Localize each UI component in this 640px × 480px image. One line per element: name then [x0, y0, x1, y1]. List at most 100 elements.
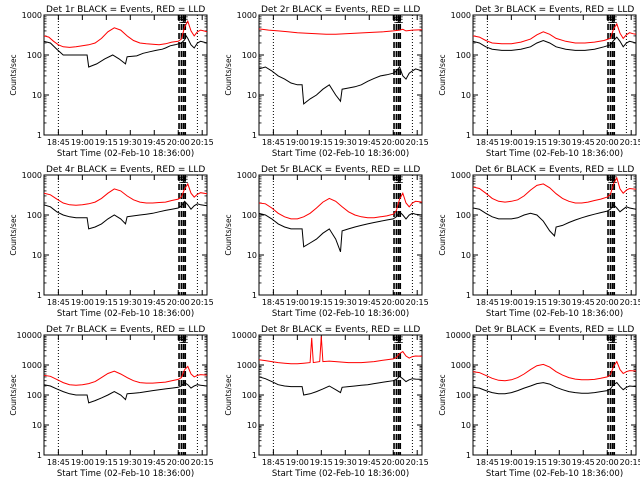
x-tick-label: 19:45 — [572, 138, 595, 147]
x-tick-label: 19:30 — [119, 298, 142, 307]
y-tick-label: 1000 — [237, 171, 257, 180]
x-tick-label: 20:15 — [191, 458, 214, 467]
plot-frame — [472, 174, 637, 296]
x-tick-label: 19:30 — [548, 458, 571, 467]
panel-title: Det 9r BLACK = Events, RED = LLD — [475, 325, 634, 335]
detector-panel-9: Det 9r BLACK = Events, RED = LLD 1 10 100 10… — [438, 325, 640, 479]
flag-label: S — [396, 16, 402, 26]
x-tick-label: 20:15 — [620, 458, 640, 467]
y-axis-label: Counts/sec — [438, 374, 447, 415]
x-tick-label: 19:15 — [95, 458, 118, 467]
lld-series-line — [259, 28, 422, 35]
y-axis-label: Counts/sec — [9, 54, 18, 95]
y-axis-label: Counts/sec — [9, 374, 18, 415]
x-tick-label: 20:15 — [620, 138, 640, 147]
x-tick-label: 19:00 — [286, 298, 309, 307]
flag-label: S — [396, 336, 402, 346]
y-tick-label: 10000 — [17, 331, 42, 340]
y-tick-label: 100 — [27, 211, 42, 220]
x-axis-label: Start Time (02-Feb-10 18:36:00) — [57, 309, 194, 319]
x-tick-label: 20:00 — [382, 298, 405, 307]
y-tick-label: 10000 — [446, 331, 471, 340]
lld-series-line — [44, 365, 207, 386]
panel-title: Det 4r BLACK = Events, RED = LLD — [46, 165, 205, 175]
y-tick-label: 1000 — [237, 11, 257, 20]
flag-label: S — [608, 176, 614, 186]
x-tick-label: 19:00 — [71, 138, 94, 147]
lld-series-line — [44, 19, 207, 48]
detector-panel-7: Det 7r BLACK = Events, RED = LLD 1 10 100 10… — [9, 325, 214, 479]
y-tick-label: 10 — [247, 251, 257, 260]
detector-panel-8: Det 8r BLACK = Events, RED = LLD 1 10 100 10… — [224, 325, 429, 479]
flag-label: S — [179, 16, 185, 26]
flag-label: S — [608, 16, 614, 26]
y-axis-label: Counts/sec — [438, 214, 447, 255]
y-tick-label: 1 — [252, 131, 257, 140]
y-tick-label: 1000 — [451, 11, 471, 20]
x-tick-label: 20:15 — [191, 138, 214, 147]
flag-label: E — [612, 16, 618, 26]
x-tick-label: 19:45 — [143, 458, 166, 467]
y-tick-label: 1 — [252, 291, 257, 300]
panel-title: Det 2r BLACK = Events, RED = LLD — [261, 5, 420, 15]
x-tick-label: 19:45 — [572, 298, 595, 307]
flag-label: S — [181, 16, 187, 26]
x-tick-label: 19:15 — [524, 298, 547, 307]
x-tick-label: 20:00 — [596, 458, 619, 467]
x-tick-label: 19:45 — [358, 138, 381, 147]
panel-title: Det 6r BLACK = Events, RED = LLD — [475, 165, 634, 175]
y-tick-label: 10 — [461, 421, 471, 430]
x-tick-label: 18:45 — [476, 458, 499, 467]
y-tick-label: 1 — [37, 451, 42, 460]
y-axis-label: Counts/sec — [224, 214, 233, 255]
x-axis-label: Start Time (02-Feb-10 18:36:00) — [57, 149, 194, 159]
lld-series-line — [44, 182, 207, 206]
x-tick-label: 20:00 — [382, 458, 405, 467]
detector-panel-4: Det 4r BLACK = Events, RED = LLD 1 10 100 10… — [9, 165, 214, 319]
x-tick-label: 19:45 — [572, 458, 595, 467]
y-tick-label: 1000 — [22, 171, 42, 180]
x-tick-label: 20:15 — [191, 298, 214, 307]
x-axis-label: Start Time (02-Feb-10 18:36:00) — [57, 469, 194, 479]
y-tick-label: 1000 — [451, 361, 471, 370]
x-tick-label: 20:00 — [167, 138, 190, 147]
flag-label: E — [398, 336, 404, 346]
plot-frame — [472, 14, 637, 136]
y-tick-label: 10 — [32, 421, 42, 430]
y-tick-label: 100 — [27, 391, 42, 400]
x-tick-label: 19:30 — [334, 458, 357, 467]
x-tick-label: 19:30 — [119, 458, 142, 467]
x-axis-label: Start Time (02-Feb-10 18:36:00) — [486, 469, 623, 479]
flag-label: E — [183, 176, 189, 186]
flag-label: S — [181, 176, 187, 186]
x-tick-label: 20:15 — [406, 298, 429, 307]
x-tick-label: 19:00 — [286, 138, 309, 147]
lld-series-line — [259, 336, 422, 365]
x-tick-label: 19:30 — [334, 298, 357, 307]
plot-frame — [258, 174, 423, 296]
events-series-line — [473, 381, 636, 395]
panel-title: Det 3r BLACK = Events, RED = LLD — [475, 5, 634, 15]
x-tick-label: 20:00 — [596, 138, 619, 147]
flag-label: S — [610, 336, 616, 346]
x-tick-label: 18:45 — [47, 458, 70, 467]
panel-title: Det 8r BLACK = Events, RED = LLD — [261, 325, 420, 335]
flag-label: E — [398, 16, 404, 26]
y-axis-label: Counts/sec — [224, 54, 233, 95]
plot-frame — [258, 334, 423, 456]
x-tick-label: 19:15 — [524, 138, 547, 147]
x-tick-label: 20:00 — [167, 458, 190, 467]
flag-label: S — [610, 176, 616, 186]
events-series-line — [473, 36, 636, 51]
y-tick-label: 100 — [27, 51, 42, 60]
y-tick-label: 100 — [456, 51, 471, 60]
flag-label: S — [181, 336, 187, 346]
x-tick-label: 18:45 — [262, 298, 285, 307]
x-axis-label: Start Time (02-Feb-10 18:36:00) — [272, 309, 409, 319]
x-tick-label: 19:00 — [71, 458, 94, 467]
x-axis-label: Start Time (02-Feb-10 18:36:00) — [486, 149, 623, 159]
flag-label: S — [610, 16, 616, 26]
y-tick-label: 10 — [32, 251, 42, 260]
y-tick-label: 1000 — [22, 11, 42, 20]
y-tick-label: 100 — [456, 211, 471, 220]
